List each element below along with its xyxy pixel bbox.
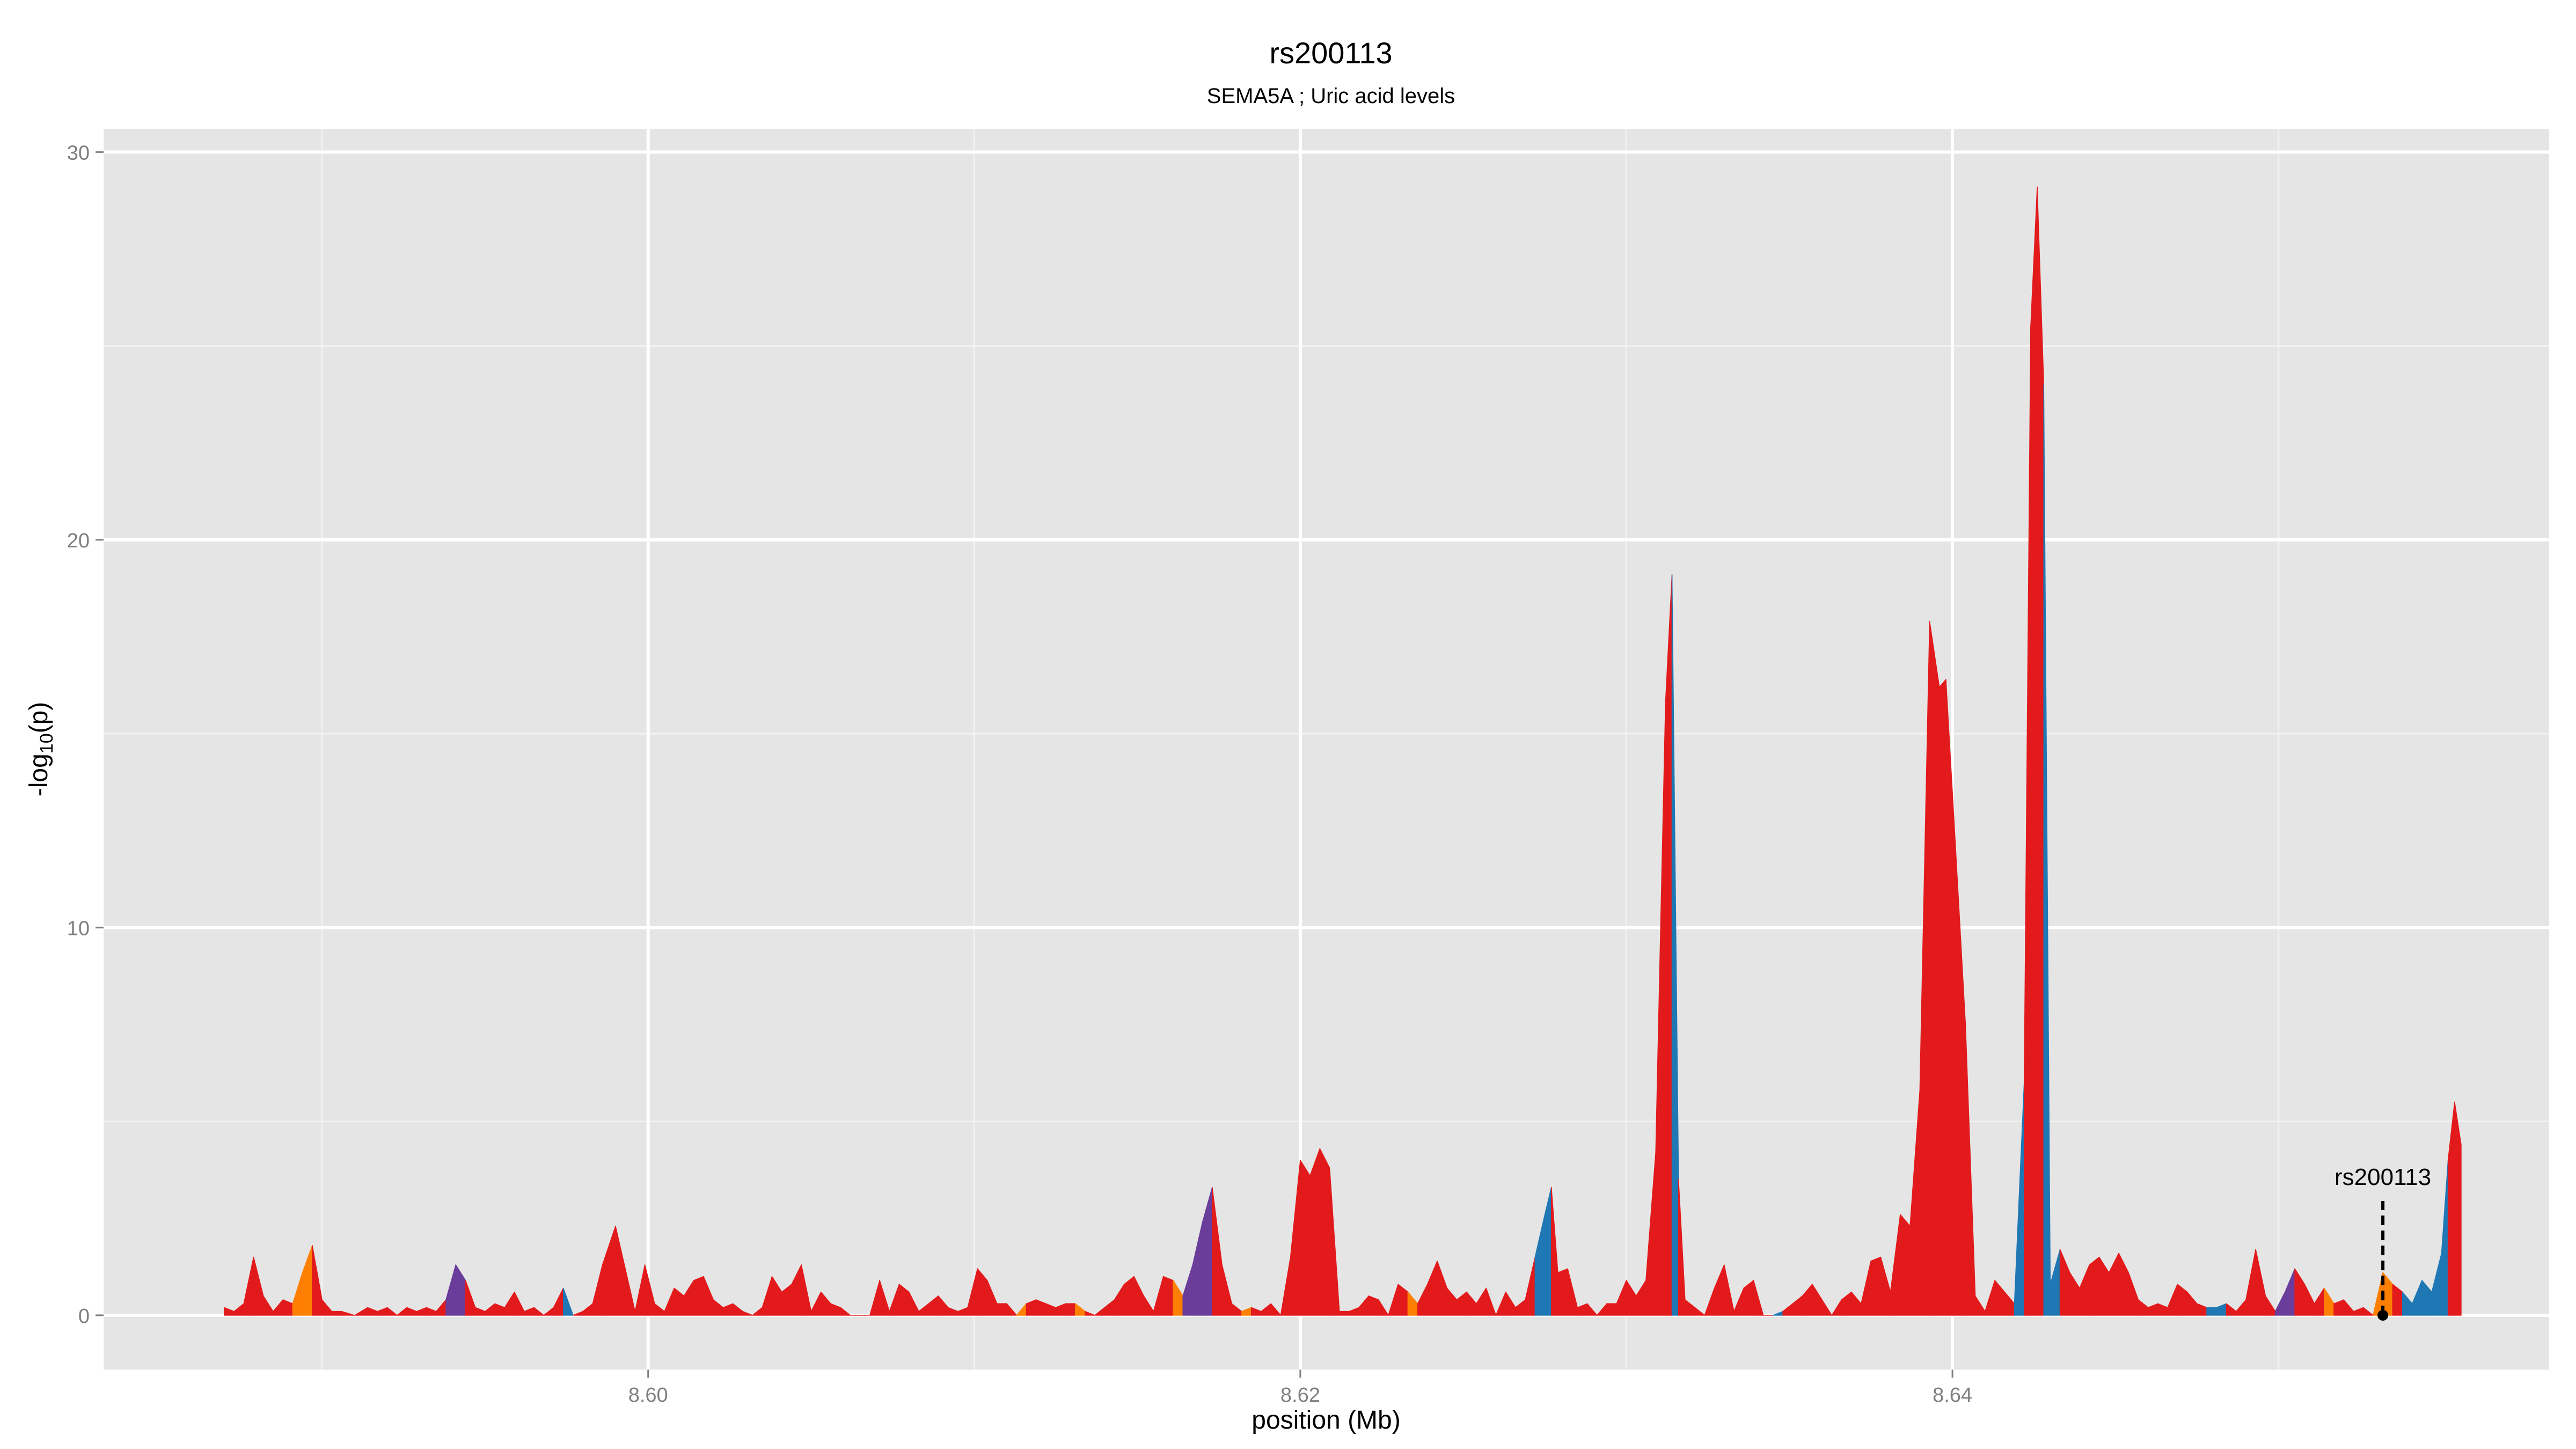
area-segment [1339, 1311, 1350, 1316]
area-segment [2030, 186, 2038, 1316]
area-segment [1485, 1287, 1497, 1316]
area-segment [1939, 679, 1946, 1316]
y-axis-label: -log10(p) [25, 702, 57, 797]
area-segment [386, 1307, 398, 1316]
area-segment [1694, 1307, 1706, 1316]
area-segment [1319, 1148, 1330, 1316]
area-segment [1378, 1299, 1389, 1316]
y-tick-label: 30 [67, 142, 90, 164]
area-segment [2089, 1256, 2100, 1316]
x-tick-label: 8.62 [1280, 1384, 1320, 1407]
area-segment [533, 1307, 545, 1316]
area-segment [341, 1311, 355, 1316]
area-segment [693, 1276, 704, 1316]
annotation-label: rs200113 [2334, 1164, 2431, 1190]
y-tick-label: 20 [67, 530, 90, 552]
area-segment [2362, 1307, 2374, 1316]
area-segment [1753, 1280, 1764, 1316]
x-tick-label: 8.60 [628, 1384, 668, 1407]
area-segment [331, 1311, 342, 1316]
area-segment [1870, 1256, 1882, 1316]
y-axis: 0 10 20 30 [67, 142, 104, 1328]
area-segment [2454, 1101, 2462, 1316]
area-segment [1557, 1268, 1568, 1316]
annotation-point [2377, 1309, 2389, 1321]
area-segment [1900, 1214, 1911, 1316]
area-segment [2206, 1307, 2217, 1316]
area-segment [1270, 1303, 1282, 1316]
area-segment [1085, 1311, 1095, 1316]
y-tick-label: 10 [67, 917, 90, 940]
area-segment [1309, 1148, 1321, 1316]
chart-title: rs200113 [1269, 36, 1392, 70]
area-segment [1368, 1295, 1379, 1316]
area-segment [1162, 1276, 1174, 1316]
x-axis-label: position (Mb) [1252, 1406, 1400, 1435]
area-segment [997, 1303, 1007, 1316]
area-segment [1929, 620, 1940, 1316]
area-series [224, 186, 2462, 1316]
area-segment [1006, 1303, 1018, 1316]
area-segment [1300, 1160, 1311, 1316]
area-segment [840, 1307, 851, 1316]
area-segment [1665, 574, 1673, 1316]
y-axis-label-prefix: -log [25, 753, 53, 796]
snp-annotation: rs200113 [2334, 1164, 2431, 1321]
area-segment [1821, 1299, 1833, 1316]
chart-subtitle: SEMA5A ; Uric acid levels [1207, 84, 1455, 108]
y-tick-label: 0 [78, 1305, 90, 1328]
area-segment [2037, 186, 2044, 1316]
area-segment [562, 1287, 574, 1316]
area-segment [1065, 1303, 1076, 1316]
area-segment [1606, 1303, 1618, 1316]
y-axis-label-subscript: 10 [36, 733, 57, 753]
minor-gridlines [104, 129, 2549, 1370]
area-segment [742, 1311, 753, 1316]
x-tick-label: 8.64 [1933, 1384, 1972, 1407]
y-axis-label-suffix: (p) [25, 702, 53, 734]
area-segment [1586, 1303, 1598, 1316]
x-axis: 8.60 8.62 8.64 [628, 1370, 1972, 1407]
